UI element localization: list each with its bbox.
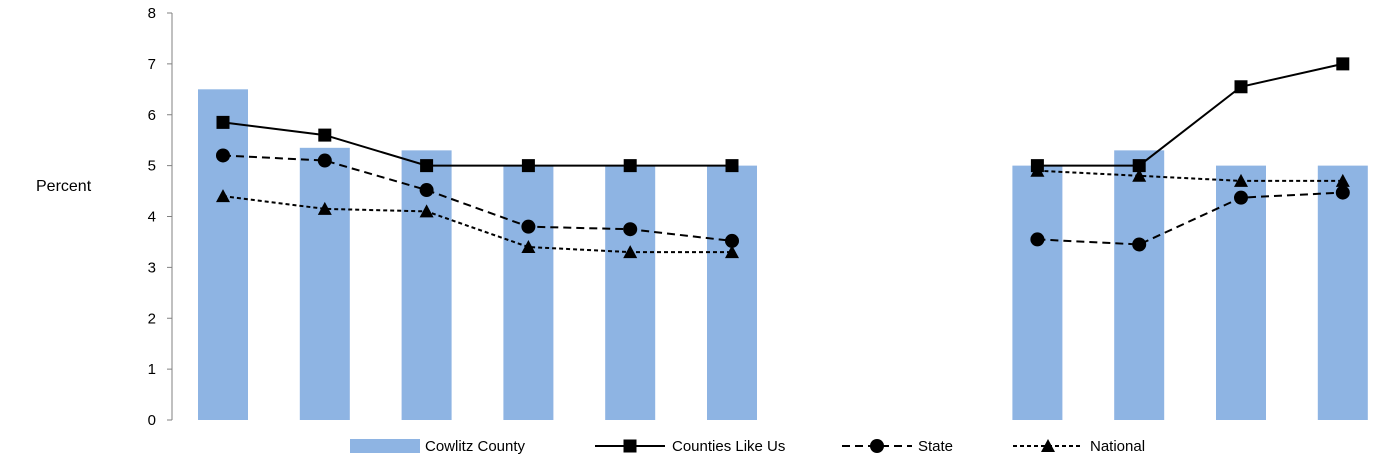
data-point [725,245,739,259]
data-point [318,128,332,142]
data-point [1030,163,1045,177]
data-point [521,240,536,254]
data-point [1335,185,1350,200]
series-line [1037,191,1343,246]
data-point [623,222,638,237]
legend-marker [870,439,884,453]
data-point [420,159,434,173]
data-point [216,189,230,203]
bar [707,165,757,420]
y-tick-label: 1 [148,361,156,378]
data-point [419,204,434,218]
data-point [1030,232,1045,247]
data-point [419,183,434,198]
data-point [1234,173,1248,187]
y-tick-label: 4 [148,209,156,226]
y-tick-label: 6 [148,107,156,124]
lines-layer [216,57,1350,259]
data-point [216,148,230,163]
data-point [1336,57,1350,71]
data-point [1132,237,1147,252]
series-line [1037,169,1343,182]
bar [1317,165,1368,420]
data-point [521,159,535,173]
legend-label: State [918,438,953,455]
data-point [521,219,536,234]
bar [1216,165,1266,420]
data-point [725,159,739,173]
data-point [1234,80,1248,94]
legend-label: Counties Like Us [672,438,785,455]
legend-marker [1041,439,1055,452]
y-tick-label: 7 [148,56,156,73]
data-point [623,159,637,173]
legend-label: Cowlitz County [425,438,526,455]
legend-label: National [1090,438,1145,455]
y-tick-label: 0 [148,412,156,429]
y-tick-label: 3 [148,259,156,276]
y-tick-label: 2 [148,310,156,327]
data-point [1132,168,1147,182]
data-point [623,245,638,259]
legend-marker [623,439,637,453]
data-point [216,115,230,129]
series-line [222,154,733,242]
data-point [317,201,332,215]
y-tick-label: 5 [148,158,156,175]
data-point [1132,159,1146,173]
data-point [317,153,332,168]
bar [198,89,248,420]
data-point [725,233,739,248]
data-point [1234,190,1248,205]
series-line [222,121,732,167]
bar [605,165,656,420]
bars-layer [198,89,1368,421]
y-axis: 0 1 2 3 4 5 6 7 8 [148,5,173,429]
legend: Cowlitz County Counties Like Us State Natio… [350,438,1145,455]
series-line [222,195,732,254]
bar [503,165,554,420]
bar [1012,165,1063,420]
series-line [1037,62,1344,167]
bar [299,147,350,420]
y-axis-label: Percent [36,178,92,195]
data-point [1335,173,1350,187]
legend-swatch [350,439,420,453]
bar [1114,150,1165,421]
y-tick-label: 8 [148,5,156,22]
